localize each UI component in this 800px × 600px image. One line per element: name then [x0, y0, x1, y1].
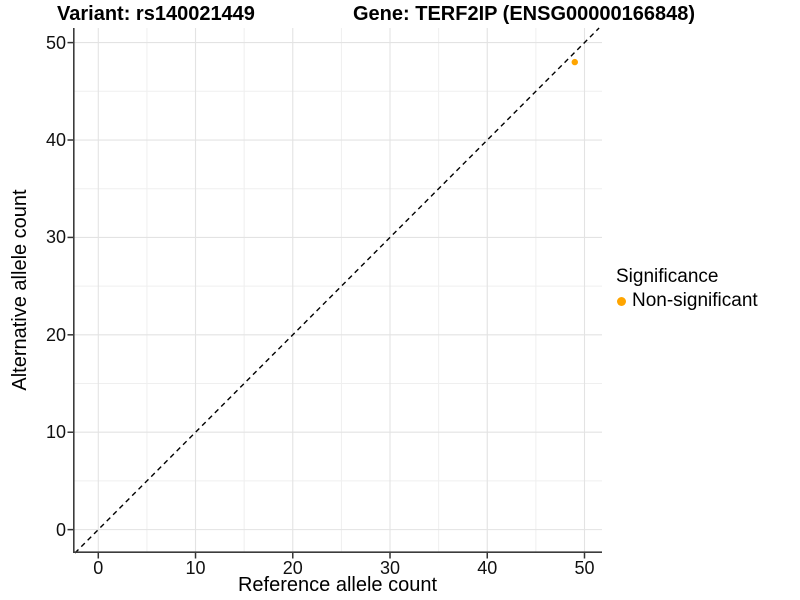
legend-title: Significance: [616, 266, 719, 287]
legend-point-icon: [617, 296, 626, 306]
y-tick-label: 20: [45, 324, 66, 345]
identity-line: [74, 27, 600, 554]
plot-title-gene: Gene: TERF2IP (ENSG00000166848): [353, 3, 696, 25]
x-tick-label: 0: [93, 558, 104, 578]
plot-panel: [67, 27, 602, 559]
y-tick-label: 0: [55, 519, 66, 540]
x-tick-label: 10: [185, 558, 206, 578]
x-tick-label: 50: [574, 558, 595, 578]
x-tick-label: 30: [379, 558, 401, 578]
legend-item-label: Non-significant: [632, 290, 758, 311]
data-point: [571, 58, 578, 66]
x-tick-label: 20: [282, 558, 303, 578]
y-tick-label: 50: [45, 32, 66, 53]
legend-item-non-significant: Non-significant: [616, 290, 758, 312]
x-axis-title: Reference allele count: [237, 574, 437, 596]
y-tick-label: 40: [45, 130, 66, 150]
x-tick-label: 40: [477, 558, 498, 578]
y-axis-title: Alternative allele count: [9, 189, 31, 391]
y-tick-label: 10: [45, 422, 66, 443]
scatter-chart: [67, 27, 602, 559]
y-tick-label: 30: [45, 227, 66, 248]
plot-title-variant: Variant: rs140021449: [57, 3, 255, 25]
significance-legend: Significance Non-significant: [616, 265, 758, 312]
